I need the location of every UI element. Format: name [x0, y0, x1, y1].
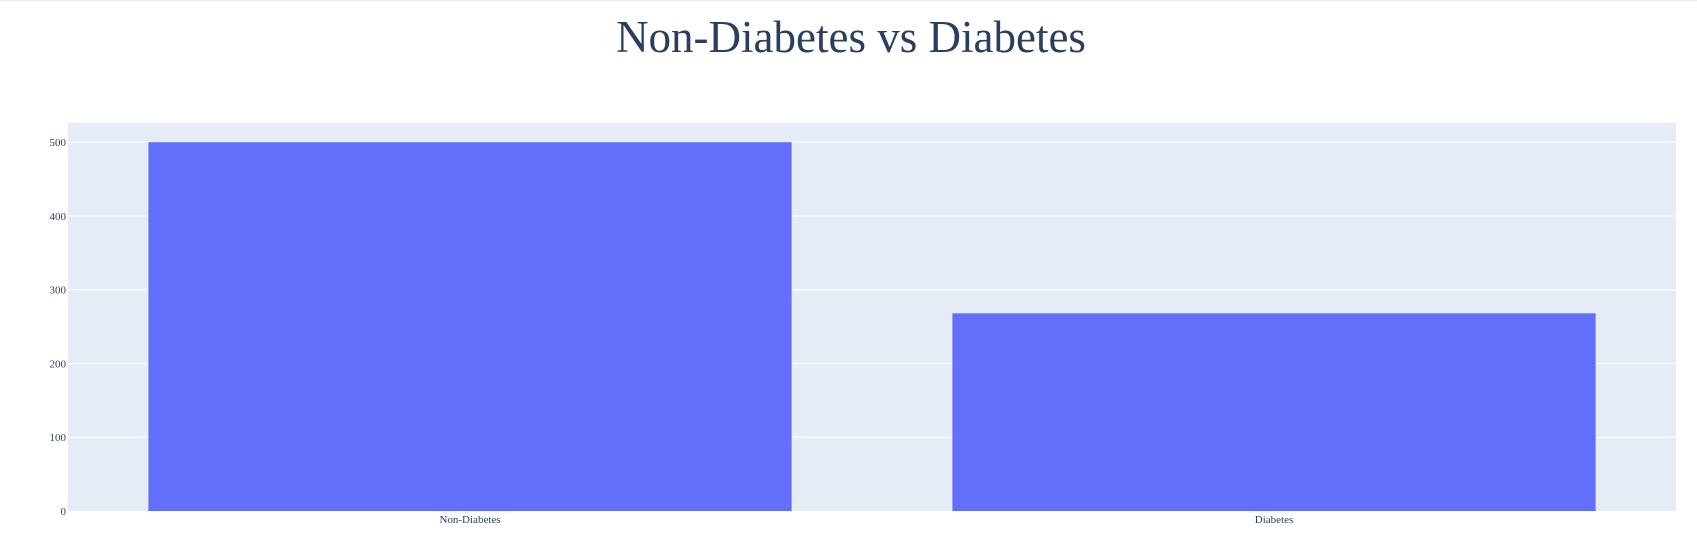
chart-title: Non-Diabetes vs Diabetes: [616, 12, 1086, 62]
y-tick-label: 400: [50, 211, 67, 223]
x-tick-label: Non-Diabetes: [439, 514, 500, 526]
bars: [148, 142, 1596, 511]
y-tick-label: 500: [50, 137, 67, 149]
x-axis-ticks: Non-Diabetes Diabetes: [439, 514, 1293, 526]
top-border-line: [0, 0, 1697, 1]
x-tick-label: Diabetes: [1255, 514, 1293, 526]
y-tick-label: 200: [50, 358, 67, 370]
y-axis-ticks: 0 100 200 300 400 500: [50, 137, 67, 518]
bar-diabetes: [952, 313, 1596, 511]
y-tick-label: 300: [50, 285, 67, 297]
y-tick-label: 100: [50, 432, 67, 444]
y-tick-label: 0: [61, 506, 67, 518]
bar-non-diabetes: [148, 142, 792, 511]
